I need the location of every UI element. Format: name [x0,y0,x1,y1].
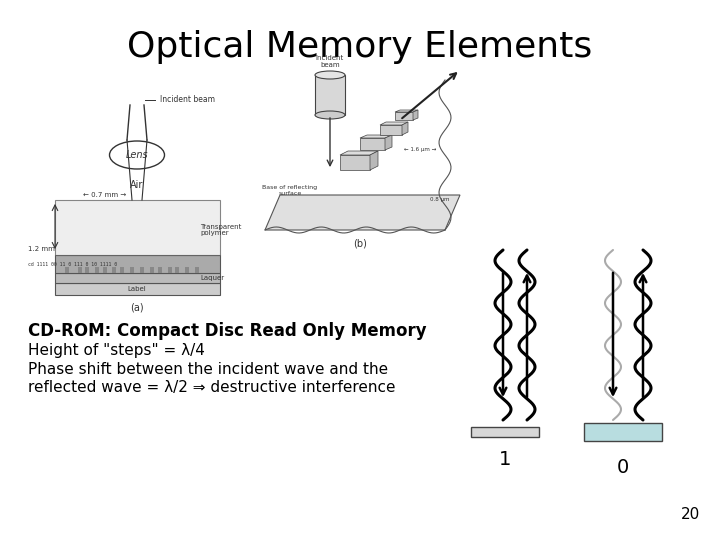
Text: Incident
beam: Incident beam [316,55,344,68]
Text: Height of "steps" = λ/4: Height of "steps" = λ/4 [28,343,205,358]
Text: Phase shift between the incident wave and the: Phase shift between the incident wave an… [28,362,388,377]
Polygon shape [395,112,413,120]
Bar [112,267,116,273]
Text: reflected wave = λ/2 ⇒ destructive interference: reflected wave = λ/2 ⇒ destructive inter… [28,380,395,395]
Bar [120,267,124,273]
Text: Base of reflecting
surface: Base of reflecting surface [262,185,318,196]
Polygon shape [360,138,385,150]
Text: Label: Label [127,286,146,292]
Text: Lens: Lens [126,150,148,160]
Text: CD-ROM: Compact Disc Read Only Memory: CD-ROM: Compact Disc Read Only Memory [28,322,427,340]
Bar [55,283,220,295]
Polygon shape [360,135,392,138]
Bar [140,267,144,273]
Bar [78,267,82,273]
Polygon shape [402,122,408,135]
Text: cd 1111 00 11 0 111 0 10 1111 0: cd 1111 00 11 0 111 0 10 1111 0 [28,262,117,267]
Bar [185,267,189,273]
Bar [103,267,107,273]
Ellipse shape [315,71,345,79]
Bar [95,267,99,273]
Text: Air: Air [130,180,144,190]
Polygon shape [380,122,408,125]
Bar [175,267,179,273]
Text: Transparent
polymer: Transparent polymer [200,224,241,237]
Bar [55,273,220,283]
Polygon shape [380,125,402,135]
Bar [150,267,154,273]
Text: 0: 0 [617,458,629,477]
Bar [195,267,199,273]
Bar [55,200,220,255]
Bar [158,267,162,273]
Text: ← 0.7 mm →: ← 0.7 mm → [84,192,127,198]
Bar [85,267,89,273]
Polygon shape [370,151,378,170]
Bar [471,427,539,437]
Polygon shape [395,110,418,112]
Text: Laquer: Laquer [200,275,224,281]
Text: 1: 1 [499,450,511,469]
Polygon shape [385,135,392,150]
Bar [65,267,69,273]
Ellipse shape [109,141,164,169]
Polygon shape [265,195,460,230]
Text: 20: 20 [680,507,700,522]
Text: (a): (a) [130,302,144,312]
Text: (b): (b) [353,238,367,248]
Text: 0.8 μm: 0.8 μm [430,198,449,202]
Text: 1.2 mm: 1.2 mm [28,246,55,252]
Polygon shape [340,151,378,155]
Polygon shape [413,110,418,120]
Bar [315,75,345,115]
Bar [55,255,220,273]
Text: ← 1.6 μm →: ← 1.6 μm → [404,147,436,152]
Text: Optical Memory Elements: Optical Memory Elements [127,30,593,64]
Bar [168,267,172,273]
Bar [584,423,662,441]
Bar [130,267,134,273]
Polygon shape [340,155,370,170]
Text: Incident beam: Incident beam [160,96,215,105]
Ellipse shape [315,111,345,119]
